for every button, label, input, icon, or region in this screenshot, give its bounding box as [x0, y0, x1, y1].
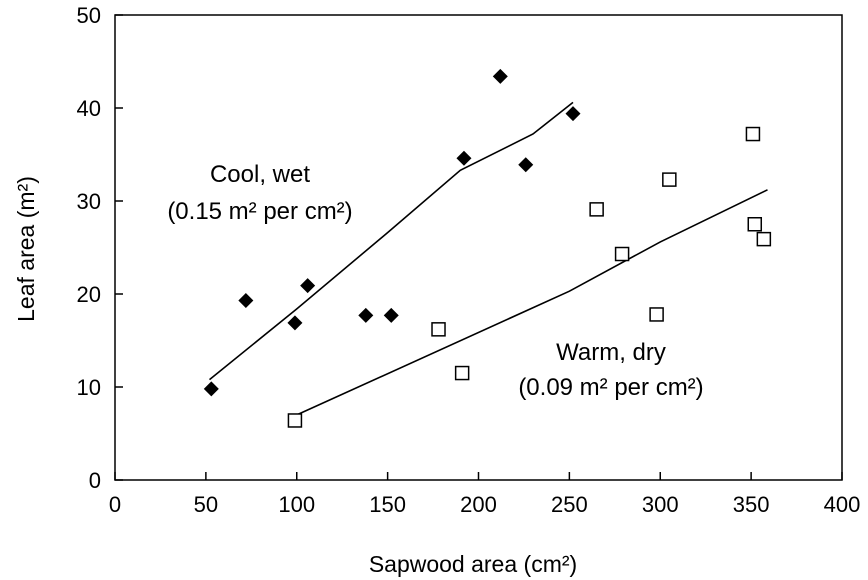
- y-tick-label-0: 0: [89, 468, 101, 493]
- trendline-series-2: [296, 189, 768, 416]
- square-point-7: [662, 172, 677, 187]
- trendline-series-1: [208, 101, 574, 381]
- series-2-label-line2: (0.09 m² per cm²): [518, 374, 703, 401]
- square-point-4: [589, 202, 604, 217]
- data-points: [203, 68, 772, 428]
- diamond-point-6: [383, 307, 399, 323]
- diamond-point-5: [358, 307, 374, 323]
- y-tick-label-5: 50: [77, 3, 101, 28]
- plot-frame: [114, 14, 843, 481]
- y-tick-label-2: 20: [77, 282, 101, 307]
- diamond-point-2: [238, 293, 254, 309]
- x-tick-label-2: 100: [278, 492, 315, 517]
- y-axis-title: Leaf area (m²): [13, 176, 39, 322]
- x-axis-title: Sapwood area (cm²): [369, 551, 577, 577]
- square-point-8: [745, 126, 761, 142]
- x-tick-label-7: 350: [733, 492, 770, 517]
- x-tick-label-6: 300: [642, 492, 679, 517]
- annotations: Cool, wet (0.15 m² per cm²) Warm, dry (0…: [167, 161, 703, 401]
- diamond-point-3: [287, 315, 303, 331]
- x-tick-label-3: 150: [369, 492, 406, 517]
- diamond-point-10: [565, 106, 581, 122]
- y-tick-label-3: 30: [77, 189, 101, 214]
- series-1-label-line1: Cool, wet: [210, 161, 310, 188]
- diamond-point-4: [300, 278, 316, 294]
- diamond-point-8: [492, 68, 508, 84]
- series-2-label-line1: Warm, dry: [556, 339, 666, 366]
- x-tick-label-4: 200: [460, 492, 497, 517]
- x-tick-label-5: 250: [551, 492, 588, 517]
- diamond-point-9: [518, 157, 534, 173]
- diamond-point-1: [203, 381, 219, 397]
- x-tick-label-0: 0: [109, 492, 121, 517]
- trendlines: [208, 101, 768, 416]
- x-tick-label-8: 400: [824, 492, 861, 517]
- y-tick-label-4: 40: [77, 96, 101, 121]
- square-point-5: [614, 246, 630, 262]
- axes: 0 50 100 150 200 250 300 350 400 0 10 20 30 40 50: [77, 3, 861, 517]
- x-tick-label-1: 50: [194, 492, 218, 517]
- square-point-10: [756, 231, 772, 247]
- series-1-label-line2: (0.15 m² per cm²): [167, 198, 352, 225]
- y-tick-label-1: 10: [77, 375, 101, 400]
- square-point-2: [431, 322, 446, 337]
- square-point-9: [747, 217, 763, 232]
- square-point-6: [649, 307, 664, 322]
- diamond-point-7: [456, 150, 472, 166]
- square-point-1: [287, 413, 303, 428]
- square-point-3: [454, 365, 470, 381]
